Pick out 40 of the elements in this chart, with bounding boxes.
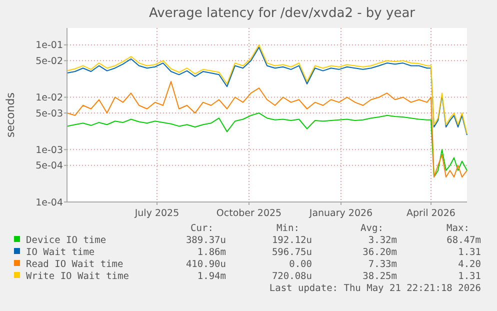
legend-label: Device IO time [26, 235, 106, 246]
y-tick-label: 1e-01 [36, 40, 63, 52]
text: 7.33m [368, 259, 398, 270]
text: Last update: Thu May 21 22:21:18 2026 [269, 283, 482, 294]
line-series [66, 80, 468, 178]
text: 1.94m [197, 271, 226, 282]
text: 596.75u [272, 247, 312, 258]
y-tick-label: 1e-04 [36, 197, 63, 208]
x-tick-label: July 2025 [134, 208, 180, 219]
line-series [66, 112, 468, 178]
x-tick-label: April 2026 [406, 208, 456, 219]
legend-label: Write IO Wait time [26, 271, 130, 282]
text: 192.12u [272, 235, 312, 246]
text: 1.31 [458, 271, 482, 282]
text: 38.25m [362, 271, 398, 282]
text: 1.86m [197, 247, 226, 258]
text: 389.37u [186, 235, 226, 246]
text: 3.32m [368, 235, 398, 246]
text: 68.47m [446, 235, 482, 246]
y-tick-label: 5e-02 [36, 56, 63, 67]
y-axis-title: seconds [4, 92, 17, 138]
text: Max: [446, 223, 470, 234]
text: 4.20 [458, 259, 482, 270]
y-tick-label: 1e-03 [36, 144, 63, 156]
text: Cur: [190, 223, 214, 234]
x-tick-label: October 2025 [216, 208, 282, 219]
text: 720.08u [272, 271, 312, 282]
text: Avg: [360, 223, 384, 234]
y-tick-label: 5e-03 [36, 108, 63, 120]
text: 1.31 [458, 247, 482, 258]
legend-label: Read IO Wait time [26, 259, 124, 270]
legend-label: IO Wait time [26, 247, 95, 258]
x-tick-label: January 2026 [308, 208, 373, 219]
text: Min: [276, 223, 300, 234]
text: 36.20m [362, 247, 398, 258]
chart-title: Average latency for /dev/xvda2 - by year [148, 6, 416, 21]
y-tick-label: 1e-02 [36, 92, 63, 104]
y-tick-label: 5e-04 [36, 160, 63, 172]
text: 410.90u [186, 259, 226, 270]
text: 0.00 [289, 259, 312, 270]
